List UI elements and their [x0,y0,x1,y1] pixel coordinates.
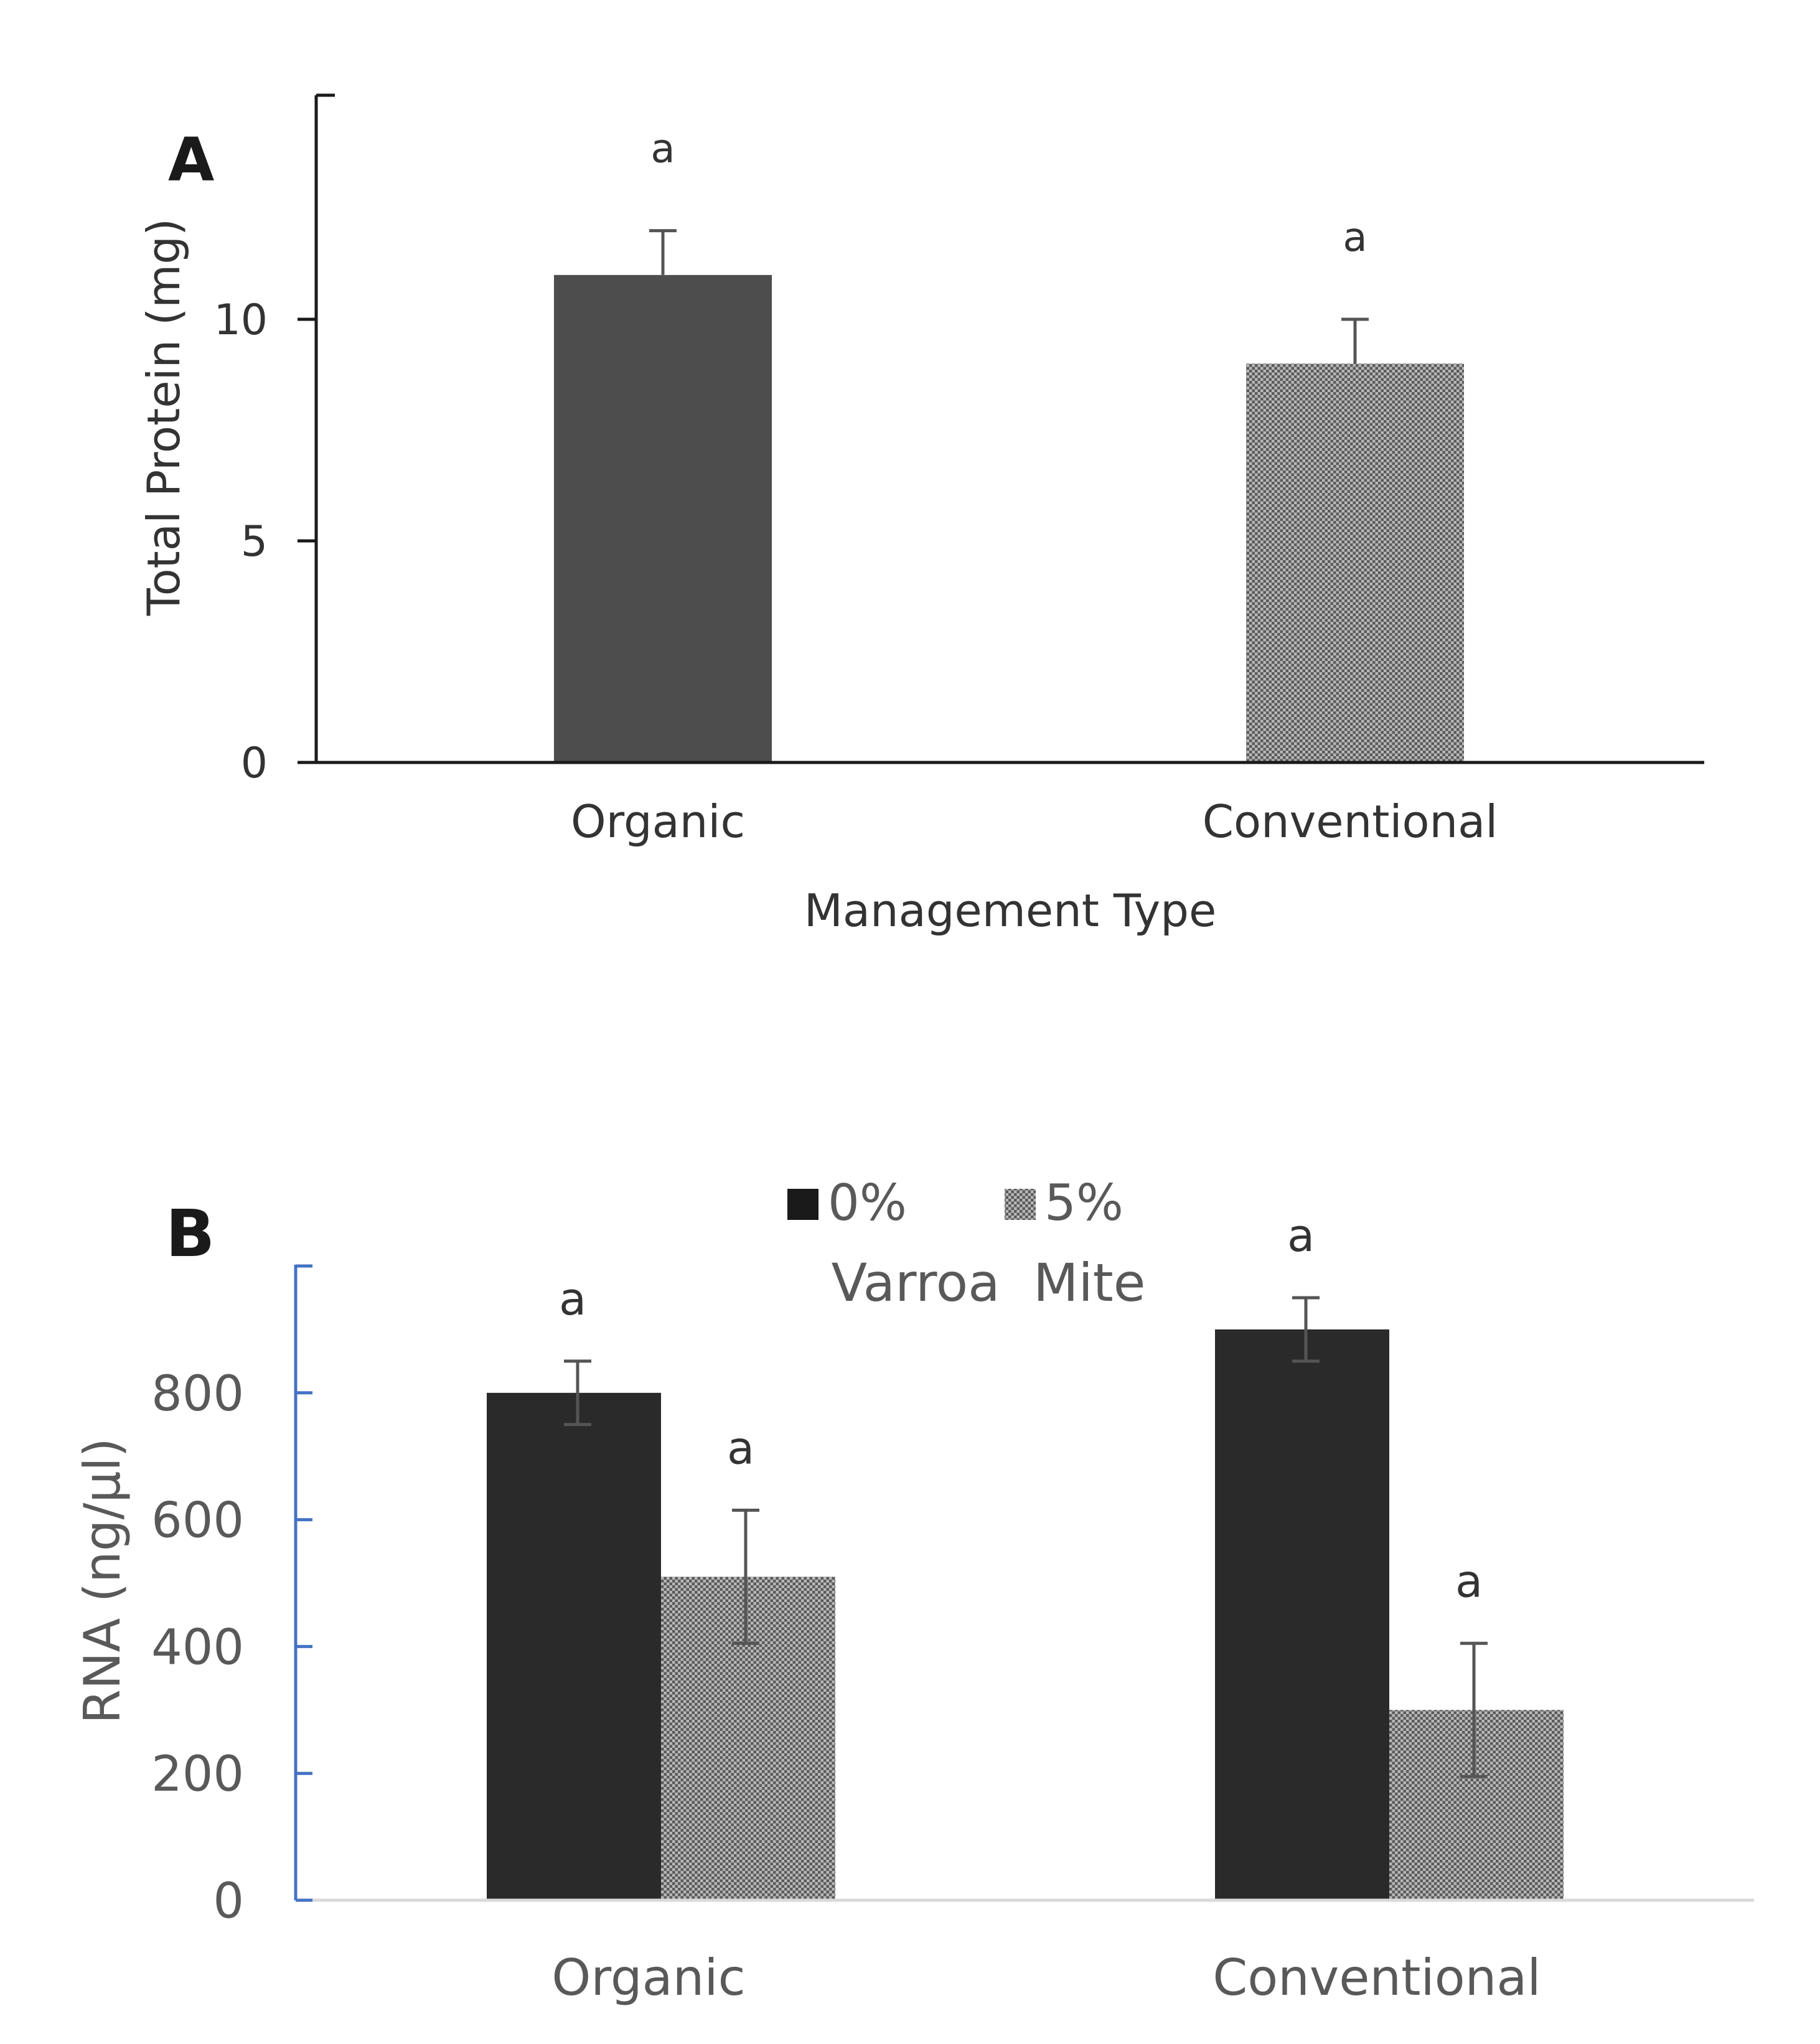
panel-b-significance-conventional-5pct: a [1455,1555,1483,1607]
panel-a-y-tick-label-0: 0 [241,739,268,788]
panel-b-y-ticks: 0 200 400 600 800 [151,1366,312,1929]
panel-b-significance-organic-0pct: a [559,1273,586,1325]
panel-letter-b: B [166,1196,215,1272]
panel-a-x-tick-organic: Organic [571,795,745,848]
panel-a-error-bar-conventional [1341,317,1369,364]
panel-b-bar-conventional-0pct [1215,1329,1389,1900]
panel-b-legend: 0% 5% Varroa Mite [787,1174,1145,1313]
chart-panel-b: B a a a a 0 200 400 600 800 Organic Conventional… [73,1174,1754,2007]
panel-a-bars [554,274,1464,762]
panel-b-error-bars [564,1296,1488,1778]
panel-a-y-ticks: 0 5 10 [213,296,316,788]
panel-a-error-bars [649,229,1369,364]
panel-b-x-tick-conventional: Conventional [1213,1949,1541,2007]
panel-b-x-tick-labels: Organic Conventional [551,1949,1541,2007]
panel-letter-a: A [168,125,214,195]
panel-a-significance-organic: a [650,126,675,172]
legend-swatch-0pct [787,1189,819,1220]
legend-label-0pct: 0% [828,1174,907,1232]
panel-a-significance-labels: aa [650,126,1367,261]
legend-label-5pct: 5% [1044,1174,1123,1232]
panel-a-significance-conventional: a [1343,215,1367,261]
panel-b-y-tick-label-800: 800 [151,1366,244,1422]
panel-a-x-axis-label: Management Type [804,884,1217,937]
panel-b-bars [487,1329,1564,1900]
panel-b-significance-labels: a a a a [559,1209,1483,1607]
panel-b-y-tick-label-400: 400 [151,1620,244,1676]
panel-b-bar-organic-5pct [661,1577,835,1900]
panel-b-bar-conventional-5pct [1389,1710,1564,1900]
panel-b-x-tick-organic: Organic [551,1949,745,2007]
panel-b-y-tick-label-200: 200 [151,1746,244,1803]
panel-b-significance-organic-5pct: a [727,1422,754,1474]
panel-b-y-axis-label: RNA (ng/µl) [73,1438,131,1724]
panel-b-error-bar-conventional-5pct [1460,1641,1488,1778]
panel-b-error-bar-conventional-0pct [1292,1296,1320,1363]
panel-a-bar-organic [554,274,772,762]
panel-a-y-axis-label: Total Protein (mg) [138,218,190,616]
panel-a-x-tick-labels: Organic Conventional [571,795,1498,848]
panel-b-bar-organic-0pct [487,1392,661,1900]
panel-a-y-tick-label-5: 5 [241,517,268,566]
panel-a-y-tick-label-10: 10 [213,296,268,345]
panel-b-error-bar-organic-0pct [564,1359,591,1427]
panel-b-y-tick-label-600: 600 [151,1493,244,1549]
panel-a-error-bar-organic [649,229,677,275]
panel-b-error-bar-organic-5pct [732,1508,759,1645]
legend-title: Varroa Mite [832,1252,1146,1313]
panel-a-bar-conventional [1246,363,1464,762]
panel-b-y-tick-label-0: 0 [213,1873,244,1929]
panel-a-x-tick-conventional: Conventional [1203,795,1498,848]
panel-b-significance-conventional-0pct: a [1287,1209,1315,1262]
legend-swatch-5pct [1005,1189,1036,1220]
